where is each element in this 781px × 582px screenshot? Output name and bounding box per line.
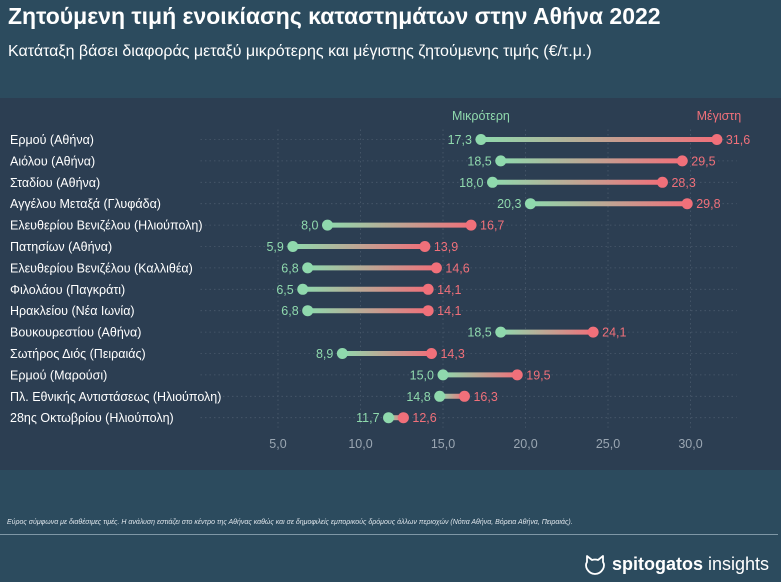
x-tick-label: 5,0: [269, 437, 286, 451]
min-point: [437, 369, 449, 381]
max-point: [711, 134, 723, 145]
max-point: [425, 348, 437, 359]
max-point: [397, 412, 409, 424]
max-point: [465, 219, 477, 231]
chart-title: Ζητούμενη τιμή ενοικίασης καταστημάτων σ…: [8, 3, 661, 29]
max-value-label: 12,6: [412, 411, 436, 425]
min-value-label: 8,9: [316, 347, 333, 361]
max-value-label: 24,1: [602, 326, 626, 340]
max-point: [422, 305, 434, 317]
min-value-label: 20,3: [497, 197, 521, 211]
max-value-label: 19,5: [526, 368, 550, 382]
min-point: [495, 326, 507, 338]
x-tick-label: 30,0: [678, 437, 702, 451]
max-point: [681, 198, 693, 210]
min-value-label: 17,3: [448, 133, 472, 147]
max-value-label: 28,3: [671, 176, 695, 190]
max-value-label: 14,1: [437, 304, 461, 318]
max-point: [422, 283, 434, 295]
min-value-label: 6,8: [281, 261, 298, 275]
footnote: Εύρος σύμφωνα με διαθέσιμες τιμές. Η ανά…: [7, 519, 573, 526]
max-value-label: 14,1: [437, 283, 461, 297]
row-label: Βουκουρεστίου (Αθήνα): [10, 326, 141, 340]
cat-logo-icon: [585, 554, 605, 575]
row-label: Αιόλου (Αθήνα): [10, 154, 95, 168]
footer-divider: [0, 534, 778, 535]
row-label: 28ης Οκτωβρίου (Ηλιούπολη): [10, 411, 174, 425]
row-label: Ερμού (Αθήνα): [10, 133, 94, 147]
min-point: [383, 412, 395, 424]
max-point: [458, 390, 470, 402]
max-value-label: 16,3: [473, 390, 497, 404]
row-label: Φιλολάου (Παγκράτι): [10, 283, 125, 297]
max-point: [430, 262, 442, 274]
min-value-label: 11,7: [356, 411, 379, 425]
max-value-label: 29,8: [696, 197, 720, 211]
max-point: [511, 369, 523, 381]
min-point: [524, 198, 536, 210]
min-point: [475, 134, 487, 145]
x-tick-label: 20,0: [513, 437, 537, 451]
min-point: [302, 262, 314, 274]
min-value-label: 6,8: [281, 304, 298, 318]
min-point: [495, 155, 507, 167]
min-point: [297, 283, 309, 295]
row-label: Πλ. Εθνικής Αντιστάσεως (Ηλιούπολη): [10, 390, 221, 404]
chart-subtitle: Κατάταξη βάσει διαφοράς μεταξύ μικρότερη…: [8, 43, 592, 60]
min-point: [487, 176, 498, 188]
row-label: Ερμού (Μαρούσι): [10, 368, 107, 382]
min-value-label: 8,0: [301, 219, 318, 233]
brand-suffix: insights: [707, 554, 769, 574]
row-label: Αγγέλου Μεταξά (Γλυφάδα): [10, 197, 161, 211]
max-value-label: 29,5: [691, 154, 715, 168]
x-tick-label: 25,0: [596, 437, 620, 451]
max-point: [676, 155, 688, 167]
legend-max: Μέγιστη: [697, 109, 742, 123]
min-point: [322, 219, 333, 231]
min-point: [336, 348, 348, 359]
x-tick-label: 15,0: [431, 437, 455, 451]
max-point: [587, 326, 599, 338]
min-value-label: 18,5: [467, 326, 491, 340]
brand-name: spitogatos: [611, 554, 703, 574]
min-point: [302, 305, 314, 317]
row-label: Ηρακλείου (Νέα Ιωνία): [10, 304, 135, 318]
max-point: [656, 176, 668, 188]
brand-logo: spitogatos insights: [584, 554, 769, 575]
row-label: Σωτήρος Διός (Πειραιάς): [10, 347, 146, 361]
min-value-label: 18,0: [459, 176, 483, 190]
min-point: [434, 390, 446, 402]
min-value-label: 6,5: [276, 283, 293, 297]
row-label: Πατησίων (Αθήνα): [10, 240, 112, 254]
max-value-label: 16,7: [480, 219, 504, 233]
row-label: Σταδίου (Αθήνα): [10, 176, 100, 190]
row-label: Ελευθερίου Βενιζέλου (Ηλιούπολη): [10, 219, 203, 233]
dumbbell-chart: Μικρότερη Μέγιστη Ερμού (Αθήνα) 17,3 31,6 Αιό…: [10, 109, 750, 451]
max-value-label: 13,9: [434, 240, 458, 254]
min-value-label: 18,5: [467, 154, 491, 168]
legend-min: Μικρότερη: [452, 109, 510, 123]
max-point: [419, 241, 431, 252]
max-value-label: 31,6: [726, 133, 750, 147]
row-label: Ελευθερίου Βενιζέλου (Καλλιθέα): [10, 261, 193, 275]
max-value-label: 14,3: [440, 347, 464, 361]
x-tick-label: 10,0: [348, 437, 372, 451]
max-value-label: 14,6: [445, 261, 469, 275]
min-value-label: 15,0: [410, 368, 434, 382]
min-value-label: 5,9: [266, 240, 283, 254]
min-point: [287, 241, 299, 252]
min-value-label: 14,8: [406, 390, 430, 404]
